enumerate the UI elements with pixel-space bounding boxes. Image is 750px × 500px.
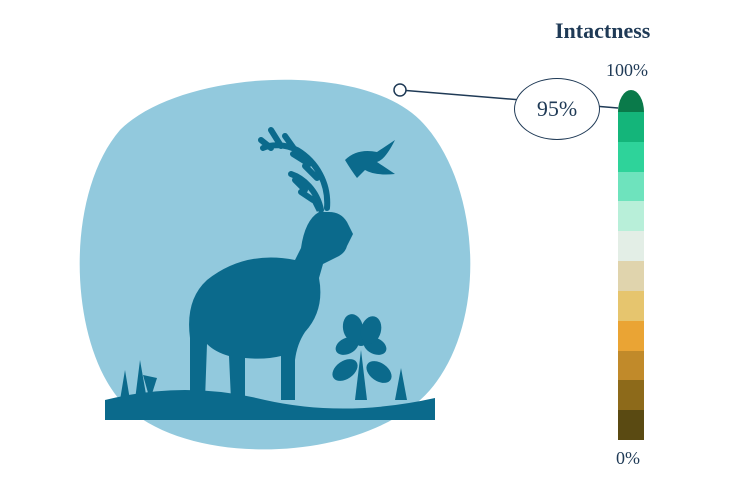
scale-max-text: 100% bbox=[606, 60, 648, 80]
scale-indicator-cap bbox=[618, 90, 644, 112]
scale-title-text: Intactness bbox=[555, 18, 650, 43]
scale-segment bbox=[618, 321, 644, 351]
infographic-stage: 95% Intactness 100% 0% bbox=[0, 0, 750, 500]
scale-segment bbox=[618, 261, 644, 291]
scale-segment bbox=[618, 410, 644, 440]
scale-min-label: 0% bbox=[616, 448, 640, 469]
intactness-value: 95% bbox=[537, 96, 577, 122]
scale-max-label: 100% bbox=[606, 60, 648, 81]
scale-segment bbox=[618, 172, 644, 202]
scale-segment bbox=[618, 291, 644, 321]
scale-min-text: 0% bbox=[616, 448, 640, 468]
intactness-color-scale bbox=[618, 90, 644, 440]
wildlife-silhouette bbox=[95, 100, 455, 420]
scale-title: Intactness bbox=[555, 18, 650, 44]
scale-segment bbox=[618, 380, 644, 410]
scale-segment bbox=[618, 201, 644, 231]
scale-segment bbox=[618, 142, 644, 172]
scale-segment bbox=[618, 231, 644, 261]
scale-segment bbox=[618, 351, 644, 381]
intactness-value-callout: 95% bbox=[514, 78, 600, 140]
scale-segment bbox=[618, 112, 644, 142]
